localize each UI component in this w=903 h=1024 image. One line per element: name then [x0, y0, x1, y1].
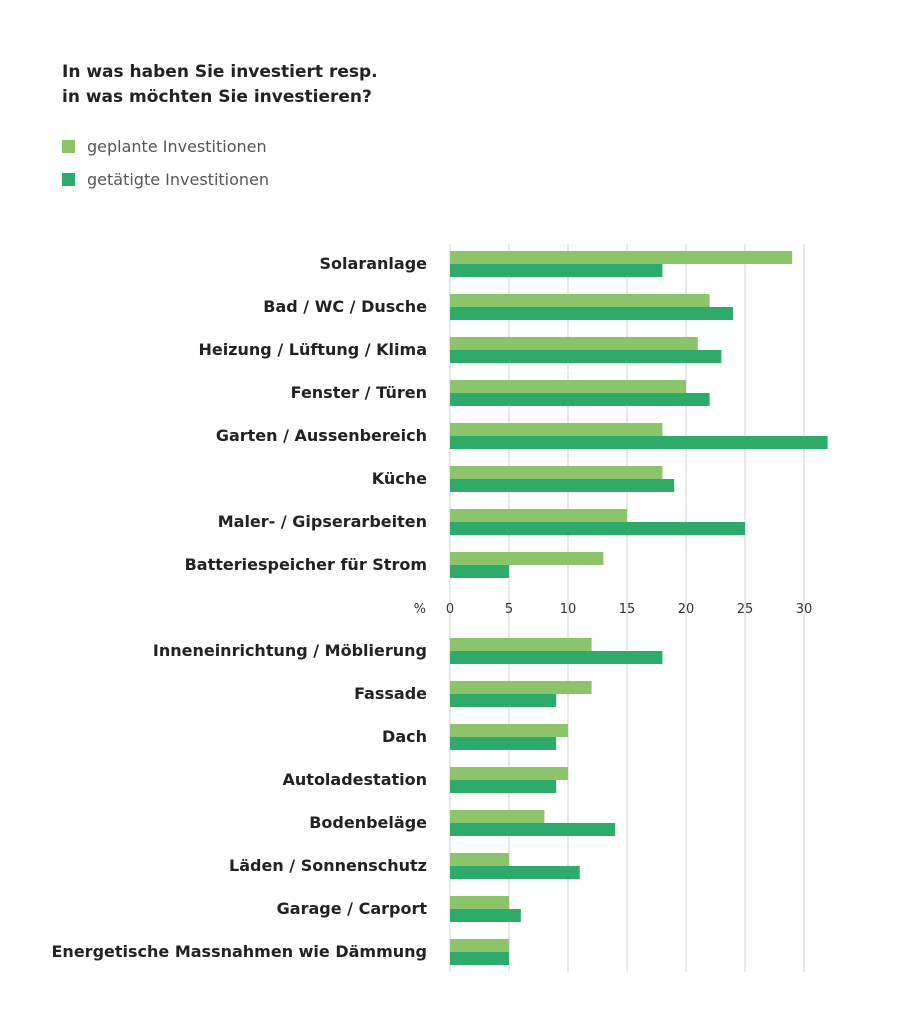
category-label: Energetische Massnahmen wie Dämmung — [52, 942, 428, 961]
bar-planned — [450, 810, 545, 823]
bar-planned — [450, 853, 509, 866]
category-label: Läden / Sonnenschutz — [229, 856, 427, 875]
legend-item-planned: geplante Investitionen — [62, 130, 269, 163]
x-tick-label-0: 0 — [446, 602, 454, 617]
bar-done — [450, 565, 509, 578]
bar-done — [450, 393, 710, 406]
category-label: Bodenbeläge — [309, 813, 427, 832]
bar-planned — [450, 767, 568, 780]
bar-planned — [450, 681, 592, 694]
x-tick-label-5: 5 — [505, 602, 513, 617]
x-tick-label-30: 30 — [796, 602, 813, 617]
bar-planned — [450, 896, 509, 909]
bar-planned — [450, 251, 793, 264]
category-label: Garage / Carport — [277, 899, 428, 918]
bar-done — [450, 823, 616, 836]
bar-planned — [450, 294, 710, 307]
bar-done — [450, 436, 828, 449]
legend-swatch-done — [62, 173, 75, 186]
bar-done — [450, 264, 663, 277]
bar-done — [450, 522, 745, 535]
bar-planned — [450, 466, 663, 479]
category-label: Dach — [382, 727, 427, 746]
bar-planned — [450, 724, 568, 737]
axis-unit-label: % — [414, 602, 426, 617]
category-label: Heizung / Lüftung / Klima — [198, 340, 427, 359]
bar-done — [450, 307, 734, 320]
bar-done — [450, 737, 557, 750]
category-label: Bad / WC / Dusche — [263, 297, 427, 316]
bar-planned — [450, 380, 686, 393]
category-label: Maler- / Gipserarbeiten — [218, 512, 427, 531]
bar-done — [450, 694, 557, 707]
chart-title: In was haben Sie investiert resp. in was… — [62, 60, 378, 110]
category-label: Fenster / Türen — [291, 383, 427, 402]
category-label: Inneneinrichtung / Möblierung — [153, 641, 427, 660]
chart-title-line-1: In was haben Sie investiert resp. — [62, 62, 378, 82]
bar-planned — [450, 552, 604, 565]
bar-done — [450, 651, 663, 664]
chart-title-line-2: in was möchten Sie investieren? — [62, 87, 372, 107]
category-label: Küche — [372, 469, 427, 488]
bar-done — [450, 909, 521, 922]
x-tick-label-15: 15 — [619, 602, 636, 617]
legend-label-done: getätigte Investitionen — [87, 170, 270, 189]
bar-done — [450, 780, 557, 793]
legend-swatch-planned — [62, 140, 75, 153]
category-label: Autoladestation — [283, 770, 427, 789]
category-label: Batteriespeicher für Strom — [185, 555, 427, 574]
bar-planned — [450, 509, 627, 522]
x-tick-label-20: 20 — [678, 602, 695, 617]
bar-done — [450, 952, 509, 965]
x-tick-label-25: 25 — [737, 602, 754, 617]
legend: geplante Investitionen getätigte Investi… — [62, 130, 269, 196]
bar-planned — [450, 939, 509, 952]
legend-label-planned: geplante Investitionen — [87, 137, 267, 156]
bar-planned — [450, 638, 592, 651]
legend-item-done: getätigte Investitionen — [62, 163, 269, 196]
category-label: Garten / Aussenbereich — [216, 426, 427, 445]
bar-done — [450, 479, 675, 492]
category-label: Solaranlage — [320, 254, 428, 273]
category-label: Fassade — [354, 684, 427, 703]
bar-done — [450, 350, 722, 363]
bar-done — [450, 866, 580, 879]
bar-planned — [450, 423, 663, 436]
x-tick-label-10: 10 — [560, 602, 577, 617]
bar-planned — [450, 337, 698, 350]
